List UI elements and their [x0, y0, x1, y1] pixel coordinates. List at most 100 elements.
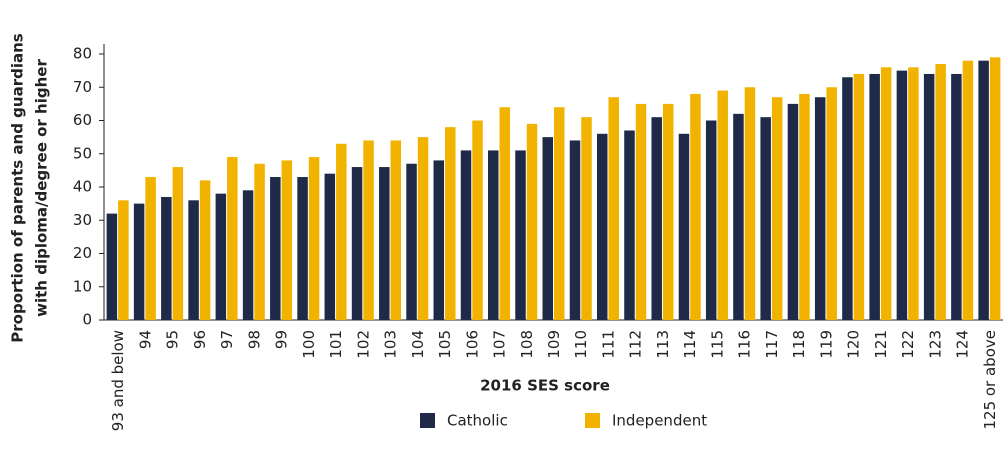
bar — [635, 103, 647, 320]
bar — [445, 127, 456, 321]
y-axis-label: with diploma/degree or higher — [33, 59, 51, 317]
bar — [281, 160, 293, 320]
y-tick-label: 60 — [73, 111, 92, 129]
x-tick-label: 122 — [899, 330, 917, 359]
bar — [690, 93, 701, 321]
x-tick-label: 98 — [245, 330, 263, 349]
x-tick-label: 110 — [572, 330, 590, 359]
x-tick-label: 93 and below — [109, 330, 127, 431]
y-tick-label: 40 — [73, 178, 92, 196]
bar — [717, 90, 728, 320]
bar — [336, 143, 347, 320]
bar — [106, 213, 118, 320]
bar — [705, 120, 717, 320]
bar — [678, 133, 690, 320]
x-tick-label: 119 — [817, 330, 835, 359]
bar — [499, 107, 511, 320]
x-tick-label: 95 — [164, 330, 182, 349]
x-tick-label: 107 — [491, 330, 509, 359]
bar — [161, 196, 172, 320]
bar — [297, 177, 308, 320]
y-tick-label: 0 — [82, 311, 92, 329]
bar — [596, 133, 608, 320]
legend-label: Catholic — [447, 412, 508, 430]
bar — [662, 103, 674, 320]
bar — [351, 167, 363, 320]
bar — [270, 177, 281, 320]
bar — [515, 150, 526, 320]
bar — [869, 73, 880, 320]
bar — [227, 157, 238, 320]
x-tick-label: 120 — [845, 330, 863, 359]
bar — [799, 93, 810, 321]
bar — [488, 150, 499, 320]
bar — [744, 87, 756, 320]
bar — [242, 190, 254, 320]
x-tick-label: 116 — [736, 330, 754, 359]
bar — [379, 167, 390, 320]
bar — [133, 203, 145, 320]
legend-swatch — [420, 413, 435, 428]
bar — [554, 107, 565, 320]
x-tick-label: 114 — [681, 330, 699, 359]
x-axis-label: 2016 SES score — [480, 377, 610, 395]
x-tick-label: 111 — [599, 330, 617, 359]
bar — [978, 60, 989, 321]
bar — [215, 193, 227, 320]
bar — [826, 87, 837, 320]
bar — [254, 163, 265, 320]
bar — [814, 97, 826, 320]
bar — [787, 103, 799, 320]
x-tick-label: 115 — [708, 330, 726, 359]
bar — [908, 67, 919, 320]
bar — [760, 117, 771, 320]
bar — [989, 57, 1001, 320]
x-tick-label: 101 — [327, 330, 345, 359]
bar — [417, 137, 429, 320]
x-tick-label: 104 — [409, 330, 427, 359]
x-tick-label: 100 — [300, 330, 318, 359]
bar — [951, 73, 962, 320]
y-axis-label: Proportion of parents and guardians — [9, 33, 27, 343]
bar — [935, 63, 946, 320]
bar — [733, 113, 744, 320]
bar — [324, 173, 336, 320]
x-tick-label: 113 — [654, 330, 672, 359]
bar — [308, 157, 320, 320]
x-tick-label: 118 — [790, 330, 808, 359]
y-tick-label: 80 — [73, 45, 92, 63]
y-tick-label: 30 — [73, 211, 92, 229]
bar — [842, 77, 853, 321]
legend-swatch — [585, 413, 600, 428]
bar — [390, 140, 402, 320]
bar — [608, 97, 619, 320]
y-tick-label: 10 — [73, 277, 92, 295]
bar — [172, 167, 184, 320]
y-tick-label: 70 — [73, 78, 92, 96]
x-tick-label: 125 or above — [981, 330, 999, 430]
bar — [569, 140, 581, 320]
x-tick-label: 124 — [954, 330, 972, 359]
bar — [923, 73, 935, 320]
x-tick-label: 117 — [763, 330, 781, 359]
bar — [460, 150, 472, 320]
y-tick-label: 20 — [73, 244, 92, 262]
x-tick-label: 108 — [518, 330, 536, 359]
bar — [896, 70, 908, 320]
x-tick-label: 102 — [354, 330, 372, 359]
bar — [542, 137, 553, 320]
x-tick-label: 94 — [136, 330, 154, 349]
x-tick-label: 123 — [926, 330, 944, 359]
bar — [853, 73, 865, 320]
x-tick-label: 106 — [463, 330, 481, 359]
bar — [199, 180, 211, 320]
bar — [406, 163, 417, 320]
bar — [188, 200, 199, 320]
bar — [145, 177, 156, 320]
x-tick-label: 96 — [191, 330, 209, 349]
bar — [771, 97, 783, 320]
legend-label: Independent — [612, 412, 707, 430]
bar — [962, 60, 974, 321]
y-tick-label: 50 — [73, 144, 92, 162]
